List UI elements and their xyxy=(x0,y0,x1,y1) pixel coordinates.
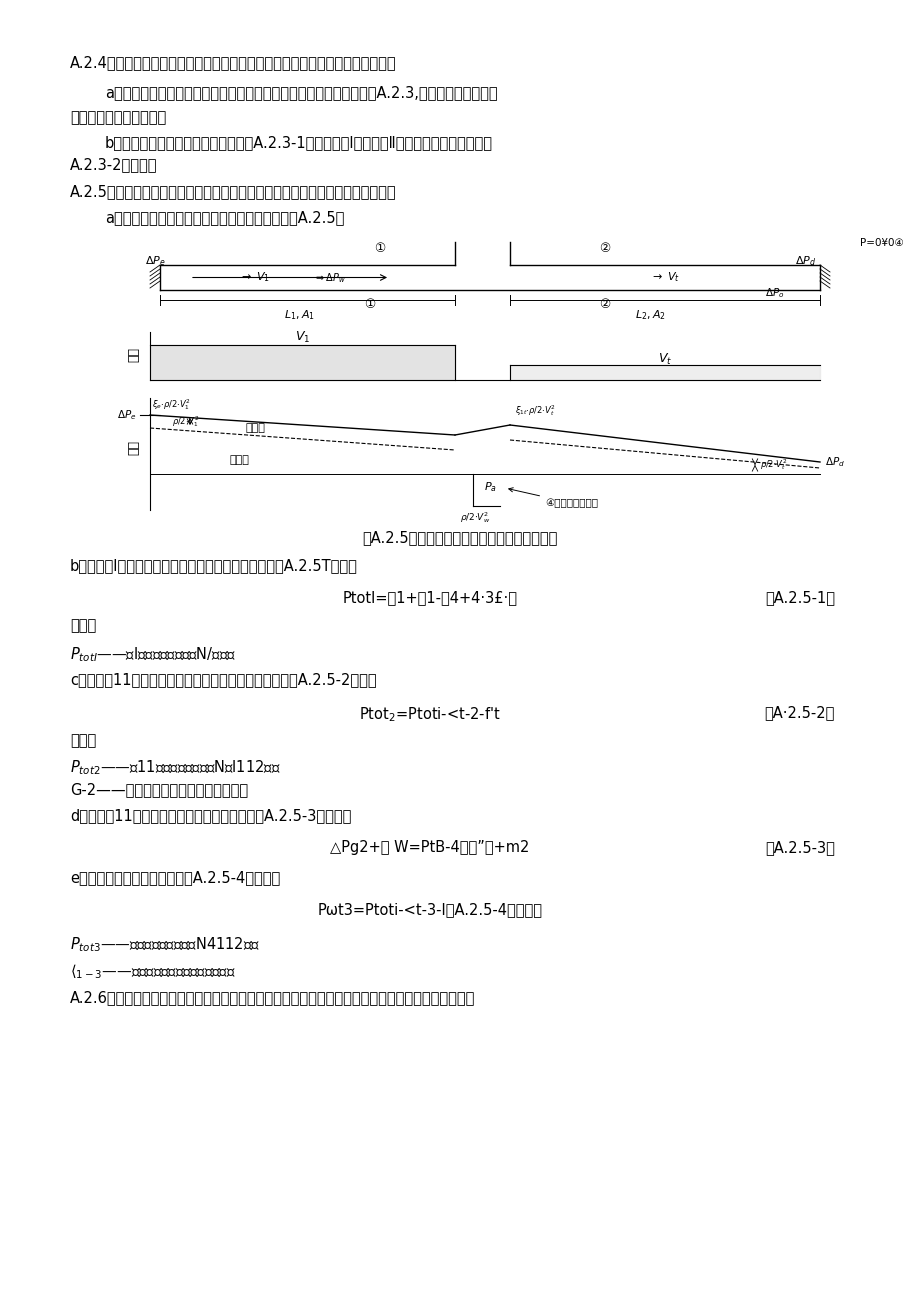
Text: e）通风井底部的全压可按式（A.2.5-4）计算：: e）通风井底部的全压可按式（A.2.5-4）计算： xyxy=(70,870,280,885)
Text: ④断面的压力变化: ④断面的压力变化 xyxy=(508,488,597,507)
Text: $\xi_{1t}{\cdot}\rho/2{\cdot}V_t^2$: $\xi_{1t}{\cdot}\rho/2{\cdot}V_t^2$ xyxy=(515,403,555,418)
Text: 图A.2.5分流型通风井排出式纵向通风压力模式: 图A.2.5分流型通风井排出式纵向通风压力模式 xyxy=(362,530,557,545)
Text: 全压线: 全压线 xyxy=(244,423,265,433)
Text: ②: ② xyxy=(598,298,610,311)
Text: Pωt3=Ptoti-<t-3-I（A.2.5-4）式中：: Pωt3=Ptoti-<t-3-I（A.2.5-4）式中： xyxy=(317,902,542,917)
Text: 风速: 风速 xyxy=(127,346,140,362)
Text: c）陰道第11区段始端的全压（分岔后的全压）可按式（A.2.5-2）计算: c）陰道第11区段始端的全压（分岔后的全压）可按式（A.2.5-2）计算 xyxy=(70,673,376,687)
Text: 静压线: 静压线 xyxy=(230,455,250,464)
Text: $\langle_{1-3}$——分流型风道支流分岔损失系数。: $\langle_{1-3}$——分流型风道支流分岔损失系数。 xyxy=(70,961,235,981)
Text: P=0¥0④: P=0¥0④ xyxy=(859,238,902,248)
Text: $\Rightarrow\Delta P_w$: $\Rightarrow\Delta P_w$ xyxy=(313,271,346,285)
Text: a）分流型通风井排出式纵向通风压力模式可见图A.2.5。: a）分流型通风井排出式纵向通风压力模式可见图A.2.5。 xyxy=(105,209,344,225)
Text: 式中：: 式中： xyxy=(70,618,96,634)
Text: （A.2.5-1）: （A.2.5-1） xyxy=(765,589,834,605)
Text: $P_a$: $P_a$ xyxy=(483,480,496,494)
Text: $\Delta P_o$: $\Delta P_o$ xyxy=(765,286,784,301)
Text: △Pg2+勾 W=PtB-4，氙”；+m2: △Pg2+勾 W=PtB-4，氙”；+m2 xyxy=(330,840,529,855)
Text: ②: ② xyxy=(598,242,610,255)
Text: $V_t$: $V_t$ xyxy=(657,351,672,367)
Text: $L_2,A_2$: $L_2,A_2$ xyxy=(634,308,664,321)
Text: PtotI=叽1+她1-（4+4·3£·（: PtotI=叽1+她1-（4+4·3£·（ xyxy=(342,589,517,605)
Text: 式中：: 式中： xyxy=(70,732,96,748)
Text: （A.2.5-3）: （A.2.5-3） xyxy=(765,840,834,855)
Text: $\Delta P_e$: $\Delta P_e$ xyxy=(117,409,136,422)
Text: $\Delta P_d$: $\Delta P_d$ xyxy=(824,455,844,468)
Text: Ptot$_2$=Ptoti-<t-2-f't: Ptot$_2$=Ptoti-<t-2-f't xyxy=(358,705,500,723)
Text: 压力: 压力 xyxy=(127,440,140,455)
Text: $P_{totI}$——第Ⅰ区段末端的全压（N/痛）。: $P_{totI}$——第Ⅰ区段末端的全压（N/痛）。 xyxy=(70,645,236,664)
Text: ①: ① xyxy=(364,298,375,311)
Text: $\Delta P_e$: $\Delta P_e$ xyxy=(145,254,165,268)
Text: $V_1$: $V_1$ xyxy=(294,329,310,345)
Text: $\rightarrow$ $V_1$: $\rightarrow$ $V_1$ xyxy=(239,271,270,284)
Text: b）通风井底部合流后的全压可按式（A.2.3-1）计算，第Ⅰ区段、第Ⅱ区段交通通风力可按式（: b）通风井底部合流后的全压可按式（A.2.3-1）计算，第Ⅰ区段、第Ⅱ区段交通通… xyxy=(105,135,493,150)
Text: $P_{tot3}$——通风井底部的全压（N4112）；: $P_{tot3}$——通风井底部的全压（N4112）； xyxy=(70,935,260,954)
Text: $\xi_e{\cdot}\rho/2{\cdot}V_1^2$: $\xi_e{\cdot}\rho/2{\cdot}V_1^2$ xyxy=(152,397,190,412)
Text: A.2.5单向城市陰道分流型通风井排出式纵向通风方式的压力可按下列要求计算：: A.2.5单向城市陰道分流型通风井排出式纵向通风方式的压力可按下列要求计算： xyxy=(70,183,396,199)
Text: $P_{tot2}$——第11区段始端的全压（N／l112）；: $P_{tot2}$——第11区段始端的全压（N／l112）； xyxy=(70,758,280,777)
Text: 向与陰道通风方向相反。: 向与陰道通风方向相反。 xyxy=(70,111,166,125)
Text: b）陰道第Ⅰ区段末端的全压（分岔前的全压）可按式（A.2.5T）计算: b）陰道第Ⅰ区段末端的全压（分岔前的全压）可按式（A.2.5T）计算 xyxy=(70,558,357,572)
Text: A.2.4单向城市陰道合流型通风井排出式纵向通风方式的压力可按下列要求计算：: A.2.4单向城市陰道合流型通风井排出式纵向通风方式的压力可按下列要求计算： xyxy=(70,55,396,70)
Text: ①: ① xyxy=(374,242,385,255)
Text: $L_1,A_1$: $L_1,A_1$ xyxy=(284,308,315,321)
Text: $\rightarrow$ $V_t$: $\rightarrow$ $V_t$ xyxy=(649,271,679,284)
Text: $\rho/2{\cdot}V_1^2$: $\rho/2{\cdot}V_1^2$ xyxy=(172,414,199,429)
Text: G-2——分流型风道主流分岔损失系数。: G-2——分流型风道主流分岔损失系数。 xyxy=(70,782,248,798)
Text: d）陰道第11区段末端（出口）的全压可按式（A.2.5-3）计算：: d）陰道第11区段末端（出口）的全压可按式（A.2.5-3）计算： xyxy=(70,808,351,824)
Text: A.2.3-2）计算。: A.2.3-2）计算。 xyxy=(70,157,157,172)
Text: $\rho/2{\cdot}V_w^2$: $\rho/2{\cdot}V_w^2$ xyxy=(460,510,490,524)
Text: a）单向城市陰道合流型通风井排出式纵向通风方式的压力模式可见图A.2.3,陰道出口段的行车方: a）单向城市陰道合流型通风井排出式纵向通风方式的压力模式可见图A.2.3,陰道出… xyxy=(105,85,497,100)
Text: A.2.6通风井排出式宜与射流风机组合，形成通风井与射流风机组合通风方式。组合通风方式压力平衡: A.2.6通风井排出式宜与射流风机组合，形成通风井与射流风机组合通风方式。组合通… xyxy=(70,990,475,1004)
Text: （A·2.5-2）: （A·2.5-2） xyxy=(764,705,834,719)
Text: $\rho/2{\cdot}V_t^2$: $\rho/2{\cdot}V_t^2$ xyxy=(759,458,787,472)
Text: $\Delta P_d$: $\Delta P_d$ xyxy=(794,254,815,268)
